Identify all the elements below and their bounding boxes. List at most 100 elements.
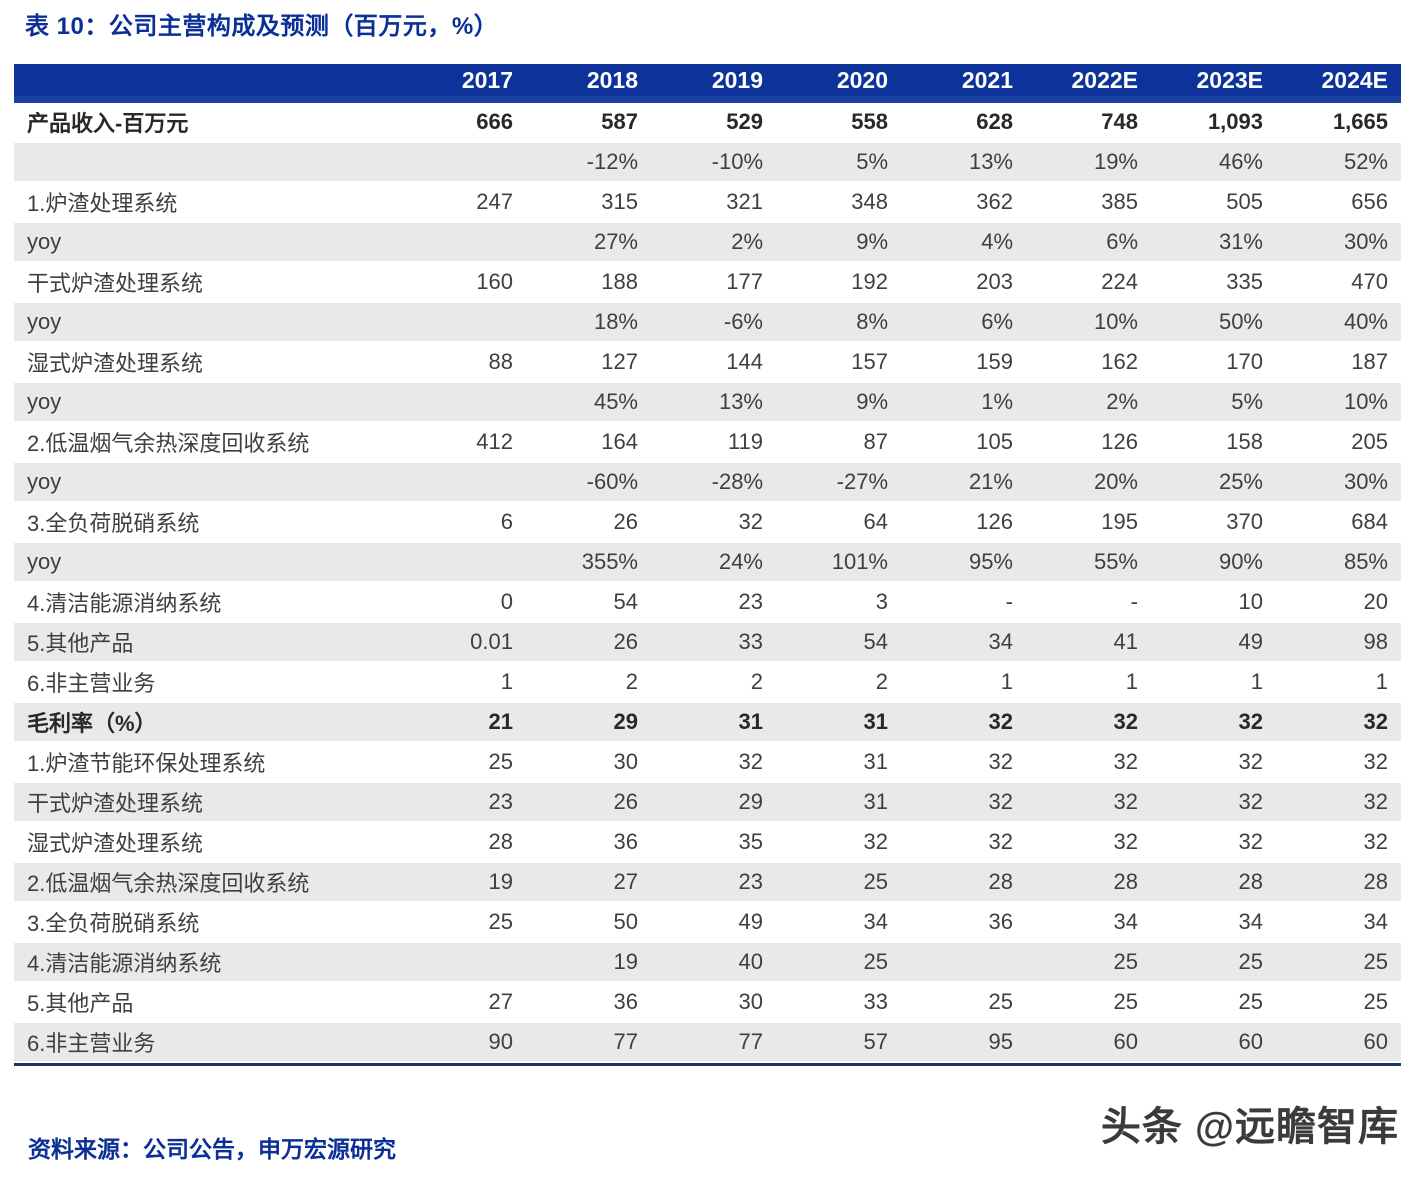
value-cell: 164 [526, 423, 651, 463]
value-cell: 2% [651, 223, 776, 263]
value-cell: 50 [526, 903, 651, 943]
value-cell: 50% [1151, 303, 1276, 343]
value-cell: 33 [651, 623, 776, 663]
table-row: 1.炉渣节能环保处理系统 25 30 32 31 32 32 32 32 [14, 743, 1401, 783]
row-label: 5.其他产品 [14, 983, 401, 1023]
value-cell: 40 [651, 943, 776, 983]
header-cell-year: 2022E [1026, 64, 1151, 103]
value-cell: 32 [651, 743, 776, 783]
table-row: 5.其他产品 27 36 30 33 25 25 25 25 [14, 983, 1401, 1023]
row-label: 4.清洁能源消纳系统 [14, 583, 401, 623]
value-cell: 187 [1276, 343, 1401, 383]
value-cell: 32 [1151, 743, 1276, 783]
value-cell: 98 [1276, 623, 1401, 663]
value-cell: 362 [901, 183, 1026, 223]
table-row: 4.清洁能源消纳系统 0 54 23 3- -10 20 [14, 583, 1401, 623]
value-cell [401, 383, 526, 423]
value-cell: 18% [526, 303, 651, 343]
header-cell-year: 2019 [651, 64, 776, 103]
value-cell: 21% [901, 463, 1026, 503]
value-cell: 656 [1276, 183, 1401, 223]
value-cell: -10% [651, 143, 776, 183]
table-row: 干式炉渣处理系统 160 188 177 192 203 224 335 470 [14, 263, 1401, 303]
value-cell: 158 [1151, 423, 1276, 463]
value-cell: 32 [1276, 823, 1401, 863]
value-cell: 31 [651, 703, 776, 743]
value-cell: 470 [1276, 263, 1401, 303]
value-cell: 25 [1151, 983, 1276, 1023]
value-cell: 23 [651, 583, 776, 623]
value-cell: 748 [1026, 103, 1151, 143]
value-cell: 77 [651, 1023, 776, 1063]
table-body: 产品收入-百万元 666 587 529 558 628 748 1,093 1,665 -12%… [14, 103, 1401, 1063]
value-cell: 6% [901, 303, 1026, 343]
value-cell: 628 [901, 103, 1026, 143]
value-cell: 23 [401, 783, 526, 823]
value-cell: 90% [1151, 543, 1276, 583]
value-cell: 203 [901, 263, 1026, 303]
value-cell: 57 [776, 1023, 901, 1063]
row-label: 干式炉渣处理系统 [14, 783, 401, 823]
value-cell: 10% [1026, 303, 1151, 343]
main-table-container: 2017 2018 2019 2020 2021 2022E 2023E 2024E 产品收入… [14, 64, 1401, 1066]
value-cell: 170 [1151, 343, 1276, 383]
header-cell-year: 2018 [526, 64, 651, 103]
value-cell [401, 463, 526, 503]
header-cell-year: 2017 [401, 64, 526, 103]
value-cell: 32 [901, 743, 1026, 783]
value-cell: 3 [776, 583, 901, 623]
value-cell: 19% [1026, 143, 1151, 183]
value-cell: 25 [401, 903, 526, 943]
table-row: 湿式炉渣处理系统 88 127 144 157 159 162 170 187 [14, 343, 1401, 383]
value-cell: 60 [1151, 1023, 1276, 1063]
value-cell: 32 [776, 823, 901, 863]
row-label: 毛利率（%） [14, 703, 401, 743]
table-row: 干式炉渣处理系统 23 26 29 31 32 32 32 32 [14, 783, 1401, 823]
value-cell: 2 [776, 663, 901, 703]
value-cell: 88 [401, 343, 526, 383]
value-cell: 30% [1276, 463, 1401, 503]
row-label [14, 143, 401, 183]
value-cell: 127 [526, 343, 651, 383]
value-cell: 27% [526, 223, 651, 263]
header-cell-year: 2020 [776, 64, 901, 103]
value-cell: 52% [1276, 143, 1401, 183]
value-cell [901, 943, 1026, 983]
value-cell: 25 [1276, 983, 1401, 1023]
row-label: 2.低温烟气余热深度回收系统 [14, 423, 401, 463]
value-cell: 370 [1151, 503, 1276, 543]
value-cell: 41 [1026, 623, 1151, 663]
row-label: yoy [14, 303, 401, 343]
value-cell: 10% [1276, 383, 1401, 423]
value-cell: 60 [1276, 1023, 1401, 1063]
value-cell: 64 [776, 503, 901, 543]
value-cell [401, 223, 526, 263]
value-cell: 2 [526, 663, 651, 703]
value-cell: 34 [901, 623, 1026, 663]
header-row: 2017 2018 2019 2020 2021 2022E 2023E 2024E [14, 64, 1401, 103]
value-cell: 26 [526, 623, 651, 663]
row-label: 1.炉渣处理系统 [14, 183, 401, 223]
value-cell: 205 [1276, 423, 1401, 463]
value-cell: 144 [651, 343, 776, 383]
value-cell: 315 [526, 183, 651, 223]
value-cell: 195 [1026, 503, 1151, 543]
value-cell: 28 [401, 823, 526, 863]
table-row: yoy -60% -28% -27% 21% 20% 25% 30% [14, 463, 1401, 503]
value-cell: 25 [1026, 943, 1151, 983]
value-cell: 157 [776, 343, 901, 383]
value-cell: 32 [651, 503, 776, 543]
value-cell: 95% [901, 543, 1026, 583]
table-row: 1.炉渣处理系统 247 315 321 348 362 385 505 656 [14, 183, 1401, 223]
value-cell: 587 [526, 103, 651, 143]
value-cell: 32 [901, 823, 1026, 863]
value-cell: 25% [1151, 463, 1276, 503]
value-cell: 666 [401, 103, 526, 143]
value-cell: - [901, 583, 1026, 623]
value-cell: 5% [1151, 383, 1276, 423]
value-cell: 36 [526, 983, 651, 1023]
table-row: 6.非主营业务 1 2 2 2 1 1 1 1 [14, 663, 1401, 703]
value-cell: -27% [776, 463, 901, 503]
value-cell: 34 [1026, 903, 1151, 943]
value-cell: 105 [901, 423, 1026, 463]
